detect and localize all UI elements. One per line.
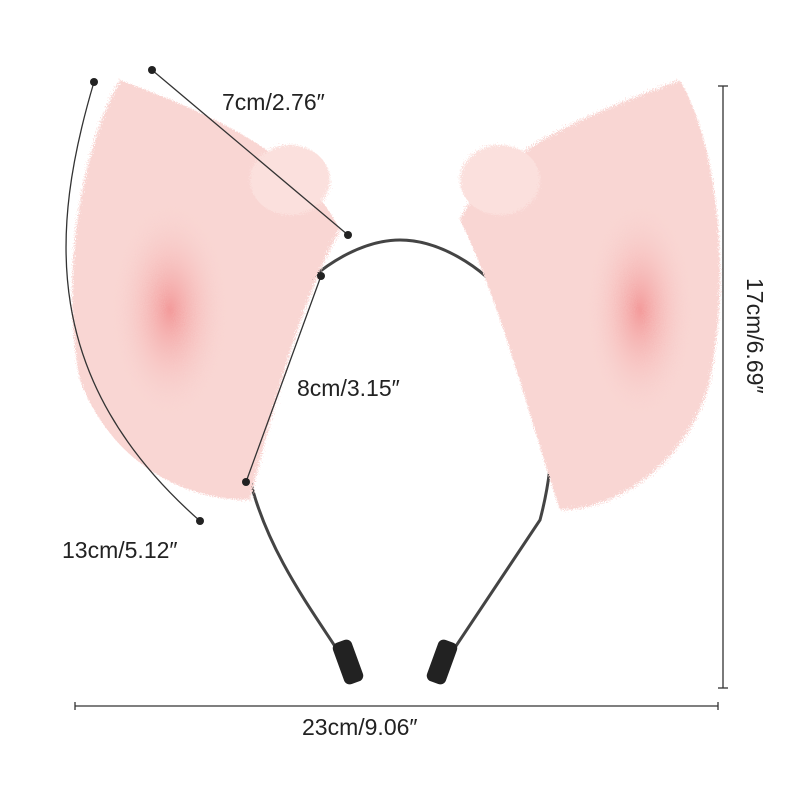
total-height-label: 17cm/6.69″	[742, 278, 768, 394]
headband-left-end	[248, 479, 352, 671]
ear-width-label: 7cm/2.76″	[222, 89, 325, 115]
ear-inner-label: 8cm/3.15″	[297, 375, 400, 401]
total-width-label: 23cm/9.06″	[302, 714, 418, 740]
right-ear	[460, 80, 720, 510]
ear-length-label: 13cm/5.12″	[62, 537, 178, 563]
band-tip-left	[332, 639, 364, 685]
measurement-dots	[90, 66, 352, 525]
left-ear	[72, 80, 340, 500]
measurement-lines	[65, 69, 728, 710]
band-tip-right	[426, 639, 458, 685]
